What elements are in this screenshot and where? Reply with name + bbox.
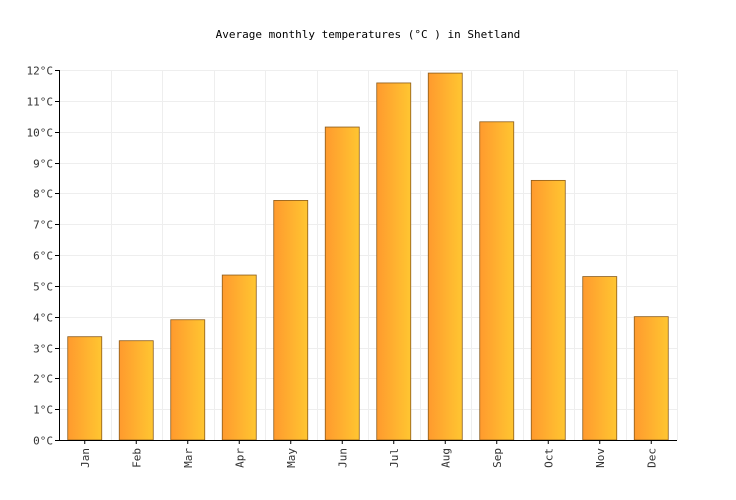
x-tick-label: May	[285, 448, 298, 468]
bar-mar	[170, 319, 206, 441]
axes	[55, 70, 677, 444]
y-tick-label: 10°C	[27, 127, 54, 140]
bar-oct	[530, 179, 566, 441]
bars	[67, 72, 669, 441]
x-tick-labels: Jan Feb Mar Apr May Jun Jul Aug Sep Oct Nov Dec	[79, 448, 659, 468]
y-tick-label: 8°C	[33, 188, 53, 201]
bar-aug	[427, 72, 463, 441]
bar-sep	[479, 121, 515, 441]
y-tick-label: 12°C	[27, 65, 54, 78]
x-tick-label: Sep	[491, 448, 504, 468]
x-tick-label: Jan	[79, 448, 92, 468]
y-tick-label: 4°C	[33, 312, 53, 325]
y-tick-label: 9°C	[33, 158, 53, 171]
bar-may	[273, 200, 309, 441]
x-tick-label: Nov	[594, 448, 607, 468]
x-tick-label: Aug	[439, 448, 452, 468]
bar-apr	[221, 274, 257, 441]
bar-nov	[582, 276, 618, 441]
y-tick-label: 5°C	[33, 281, 53, 294]
x-tick-label: Feb	[130, 448, 143, 468]
y-tick-labels: 0°C 1°C 2°C 3°C 4°C 5°C 6°C 7°C 8°C 9°C 10°C 11°C 12…	[27, 65, 54, 448]
x-tick-label: Dec	[645, 448, 658, 468]
bar-feb	[118, 340, 154, 441]
x-tick-label: Apr	[233, 448, 246, 468]
x-tick-label: Mar	[182, 448, 195, 468]
y-tick-label: 3°C	[33, 343, 53, 356]
x-tick-label: Oct	[542, 448, 555, 468]
y-tick-label: 2°C	[33, 373, 53, 386]
y-tick-label: 0°C	[33, 435, 53, 448]
x-tick-label: Jun	[336, 448, 349, 468]
y-tick-label: 6°C	[33, 250, 53, 263]
bar-dec	[633, 316, 669, 441]
chart-title: Average monthly temperatures (°C ) in Sh…	[216, 28, 521, 41]
y-tick-label: 1°C	[33, 404, 53, 417]
bar-jul	[376, 82, 412, 441]
bar-jun	[324, 126, 360, 441]
bar-jan	[67, 336, 103, 441]
y-tick-label: 7°C	[33, 219, 53, 232]
y-tick-label: 11°C	[27, 96, 54, 109]
x-tick-label: Jul	[388, 448, 401, 468]
